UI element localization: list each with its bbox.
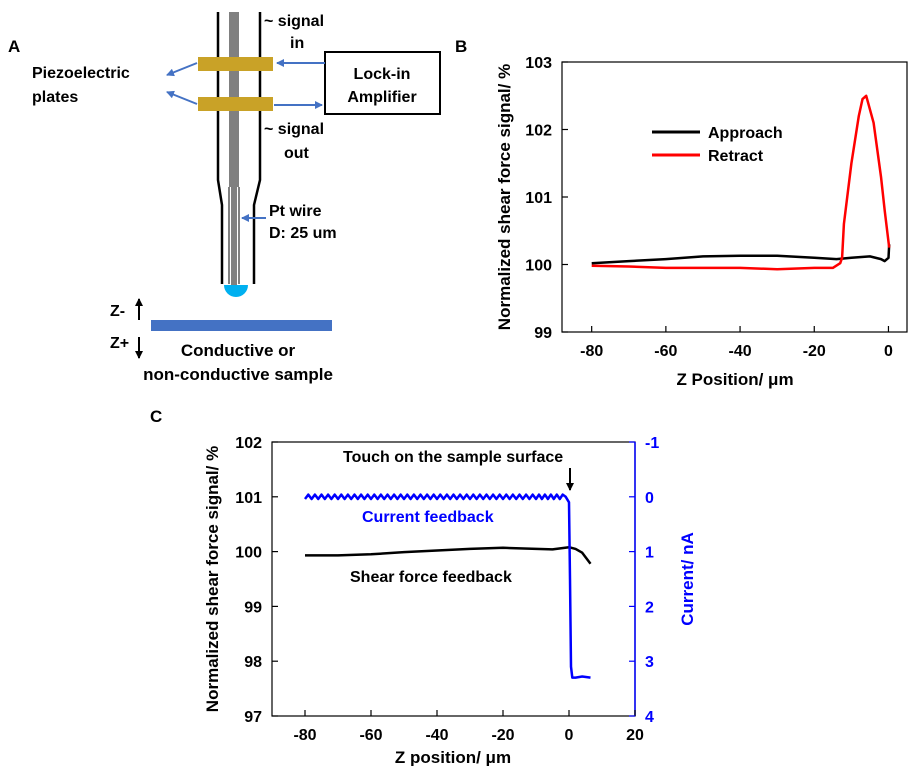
sample-label-line1: Conductive or <box>181 341 296 360</box>
legend-approach-label: Approach <box>708 125 783 142</box>
panel-b-x-tick-label: -20 <box>803 343 826 360</box>
signal-in-line2: in <box>290 35 304 52</box>
panel-a-schematic: A Piezoelectric plates ~ signal in ~ sig… <box>8 12 441 384</box>
panel-c-y-tick-label: 98 <box>244 654 262 671</box>
panel-c-x-tick-label: 20 <box>626 727 644 744</box>
pt-wire-label-line2: D: 25 um <box>269 225 337 242</box>
panel-c-x-axis-label: Z position/ μm <box>395 748 511 766</box>
current-feedback-annotation: Current feedback <box>362 509 494 526</box>
amplifier-label-line1: Lock-in <box>354 66 411 83</box>
panel-c-series-current <box>303 493 591 679</box>
panel-c-y2-tick-label: 2 <box>645 599 654 616</box>
panel-c-y2-tick-label: 1 <box>645 545 654 562</box>
lock-in-amplifier-box <box>324 51 441 115</box>
panel-c-letter: C <box>150 407 162 426</box>
panel-a-letter: A <box>8 37 20 56</box>
panel-c-x-tick-label: -60 <box>359 727 382 744</box>
panel-b-x-tick-label: 0 <box>884 343 893 360</box>
panel-c-y2-axis-label: Current/ nA <box>678 532 697 626</box>
panel-c-y-tick-label: 101 <box>235 490 262 507</box>
pt-wire <box>231 187 237 285</box>
piezo-label-line1: Piezoelectric <box>32 65 130 82</box>
signal-out-line1: ~ signal <box>264 121 324 138</box>
sample-plate <box>151 320 332 331</box>
panel-c-y-tick-label: 100 <box>235 545 262 562</box>
z-plus-label: Z+ <box>110 335 129 352</box>
panel-b-y-axis-label: Normalized shear force signal/ % <box>495 64 514 330</box>
piezo-label-line2: plates <box>32 89 78 106</box>
panel-b-letter: B <box>455 37 467 56</box>
piezo-plate-bottom <box>198 97 273 111</box>
panel-b-series-retract <box>591 94 891 271</box>
pt-wire-label-line1: Pt wire <box>269 203 322 220</box>
touch-annotation: Touch on the sample surface <box>343 449 563 466</box>
panel-b-chart: B -80 -60 -40 -20 0 99 100 101 102 103 Approach R… <box>455 37 908 389</box>
capillary-inner-glass <box>228 187 240 284</box>
panel-b-x-tick-label: -40 <box>729 343 752 360</box>
panel-b-x-tick-label: -60 <box>654 343 677 360</box>
piezo-arrow-top <box>166 62 198 77</box>
shear-feedback-annotation: Shear force feedback <box>350 569 512 586</box>
panel-b-x-tick-label: -80 <box>580 343 603 360</box>
panel-c-y2-tick-label: -1 <box>645 435 659 452</box>
piezo-arrow-bottom <box>166 90 198 105</box>
panel-b-legend: Approach Retract <box>652 125 783 165</box>
panel-c-y-tick-label: 97 <box>244 709 262 726</box>
piezo-plate-top <box>198 57 273 71</box>
panel-b-y-tick-label: 99 <box>534 325 552 342</box>
panel-c-x-tick-label: -80 <box>293 727 316 744</box>
panel-b-y-tick-label: 103 <box>525 55 552 72</box>
panel-c-y2-tick-label: 0 <box>645 490 654 507</box>
capillary-right-wall <box>252 12 262 284</box>
signal-out-line2: out <box>284 145 310 162</box>
signal-in-line1: ~ signal <box>264 13 324 30</box>
panel-c-y-axis-label: Normalized shear force signal/ % <box>203 446 222 712</box>
panel-c-y2-tick-label: 3 <box>645 654 654 671</box>
panel-c-x-tick-label: 0 <box>565 727 574 744</box>
panel-b-x-axis-label: Z Position/ μm <box>676 370 793 389</box>
panel-c-ticks: -80 -60 -40 -20 0 20 97 98 99 100 101 102 -1 0 1 2 3 4 <box>235 435 659 744</box>
panel-c-y-tick-label: 99 <box>244 599 262 616</box>
panel-c-series <box>303 493 592 679</box>
panel-c-y2-tick-label: 4 <box>645 709 654 726</box>
panel-b-y-tick-label: 102 <box>525 123 552 140</box>
panel-b-plot-frame <box>561 61 908 333</box>
sample-label-line2: non-conductive sample <box>143 365 333 384</box>
panel-c-x-tick-label: -20 <box>491 727 514 744</box>
panel-b-y-tick-label: 101 <box>525 190 552 207</box>
panel-b-series <box>591 94 891 271</box>
panel-c-series-shear-force <box>305 545 592 565</box>
panel-c-x-tick-label: -40 <box>425 727 448 744</box>
panel-b-series-approach <box>591 244 891 265</box>
panel-c-y-tick-label: 102 <box>235 435 262 452</box>
panel-b-ticks: -80 -60 -40 -20 0 99 100 101 102 103 <box>525 55 893 360</box>
legend-retract-label: Retract <box>708 148 764 165</box>
amplifier-label-line2: Amplifier <box>347 89 416 106</box>
capillary-left-wall <box>216 12 224 284</box>
tip-droplet <box>224 285 248 297</box>
z-minus-label: Z- <box>110 303 125 320</box>
panel-b-y-tick-label: 100 <box>525 258 552 275</box>
